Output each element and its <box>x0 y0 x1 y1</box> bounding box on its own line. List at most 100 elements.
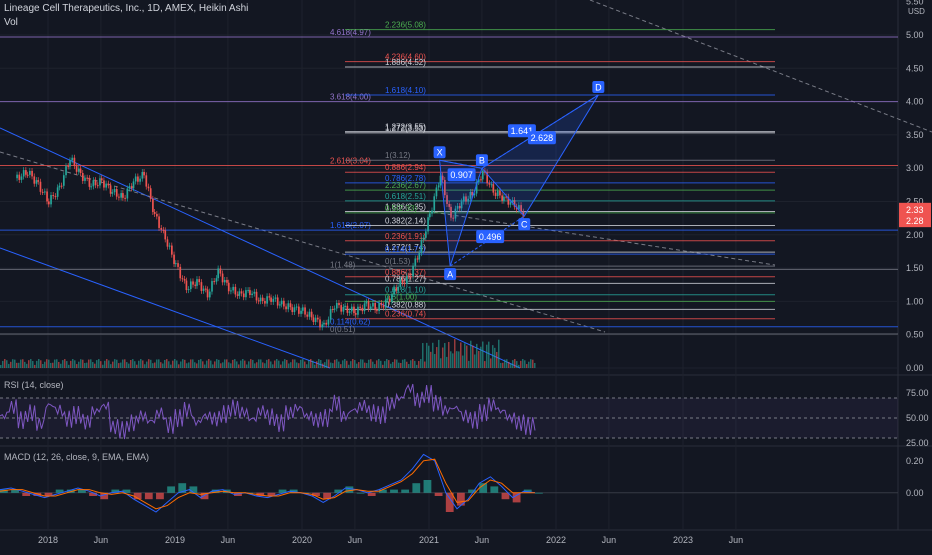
candle-body <box>331 309 334 311</box>
volume-bar <box>122 359 124 368</box>
volume-bar <box>250 359 252 368</box>
macd-histogram-bar <box>78 489 86 493</box>
macd-histogram-bar <box>11 489 19 493</box>
candle-body <box>198 279 201 283</box>
volume-bar <box>74 360 76 368</box>
volume-bar <box>236 361 238 368</box>
candle-body <box>359 306 362 308</box>
volume-bar <box>18 362 20 368</box>
x-tick-label: Jun <box>602 535 617 545</box>
candle-body <box>255 291 258 301</box>
pattern-ratio-badge <box>527 131 556 145</box>
volume-bar <box>56 359 58 368</box>
macd-histogram-bar <box>167 486 175 493</box>
current-price-badge <box>899 202 931 216</box>
candle-body <box>94 180 97 186</box>
candle-body <box>272 298 275 302</box>
volume-bar <box>508 361 510 368</box>
candle-body <box>171 245 173 255</box>
volume-bar <box>244 360 246 368</box>
rsi-line <box>0 383 536 440</box>
volume-bar <box>148 359 150 368</box>
candle-body <box>412 265 414 277</box>
volume-bar <box>482 341 484 368</box>
volume-bar <box>340 364 342 368</box>
volume-bar <box>158 359 160 368</box>
volume-bar <box>450 351 452 368</box>
macd-histogram-bar <box>323 492 332 500</box>
candle-body <box>120 193 122 198</box>
candle-body <box>439 175 442 186</box>
x-tick-label: Jun <box>348 535 363 545</box>
candle-body <box>384 299 387 308</box>
candle-body <box>105 183 108 188</box>
y-tick-label: 5.00 <box>906 30 924 40</box>
candle-body <box>139 178 141 182</box>
candle-body <box>304 307 306 315</box>
candle-body <box>507 196 510 205</box>
signal-line <box>0 458 535 510</box>
pattern-bd <box>481 94 599 169</box>
candle-body <box>295 306 298 308</box>
candle-body <box>175 263 177 265</box>
volume-bar <box>382 364 384 368</box>
candle-body <box>287 303 290 310</box>
rsi-y-tick-label: 75.00 <box>906 388 929 398</box>
volume-bar <box>254 363 256 368</box>
volume-bar <box>70 360 72 368</box>
volume-bar <box>490 358 492 368</box>
candle-body <box>488 183 491 185</box>
volume-bar <box>20 359 22 368</box>
volume-bar <box>180 361 182 368</box>
candle-body <box>79 168 82 174</box>
candle-body <box>462 196 465 202</box>
pattern-ratio-label: 0.496 <box>479 232 502 242</box>
volume-bar <box>378 359 380 368</box>
volume-bar <box>292 359 294 368</box>
volume-bar <box>410 360 412 368</box>
volume-bar <box>182 359 184 368</box>
volume-bar <box>446 356 448 368</box>
volume-bar <box>252 359 254 368</box>
volume-bar <box>268 359 270 368</box>
candle-body <box>16 174 18 179</box>
volume-bar <box>46 359 48 368</box>
candle-body <box>115 189 118 197</box>
candle-body <box>382 305 385 308</box>
candle-body <box>289 303 292 308</box>
candle-body <box>164 230 167 240</box>
macd-histogram-bar <box>367 492 376 496</box>
volume-bar <box>302 359 304 368</box>
volume-bar <box>416 364 418 368</box>
volume-bar <box>12 359 14 368</box>
volume-bar <box>396 359 398 368</box>
volume-bar <box>262 362 264 368</box>
macd-histogram-bar <box>445 492 454 512</box>
rsi-y-tick-label: 50.00 <box>906 413 929 423</box>
candle-body <box>446 195 448 204</box>
candle-body <box>264 300 266 304</box>
candle-body <box>60 185 63 187</box>
candle-body <box>147 186 150 189</box>
candle-body <box>458 205 461 209</box>
candle-body <box>113 189 116 193</box>
candle-body <box>344 305 347 307</box>
volume-bar <box>300 359 302 368</box>
pattern-ratio-label: 0.907 <box>450 170 473 180</box>
volume-bar <box>360 359 362 368</box>
volume-bar <box>194 362 196 368</box>
volume-bar <box>494 347 496 368</box>
candle-body <box>367 301 370 309</box>
volume-bar <box>500 362 502 368</box>
candle-body <box>460 201 463 209</box>
volume-bar <box>278 360 280 368</box>
volume-bar <box>94 363 96 368</box>
candle-body <box>452 217 455 219</box>
candle-body <box>374 303 376 311</box>
macd-histogram-bar <box>423 480 432 493</box>
volume-bar <box>10 361 12 368</box>
candle-body <box>520 205 522 212</box>
volume-bar <box>146 361 148 368</box>
